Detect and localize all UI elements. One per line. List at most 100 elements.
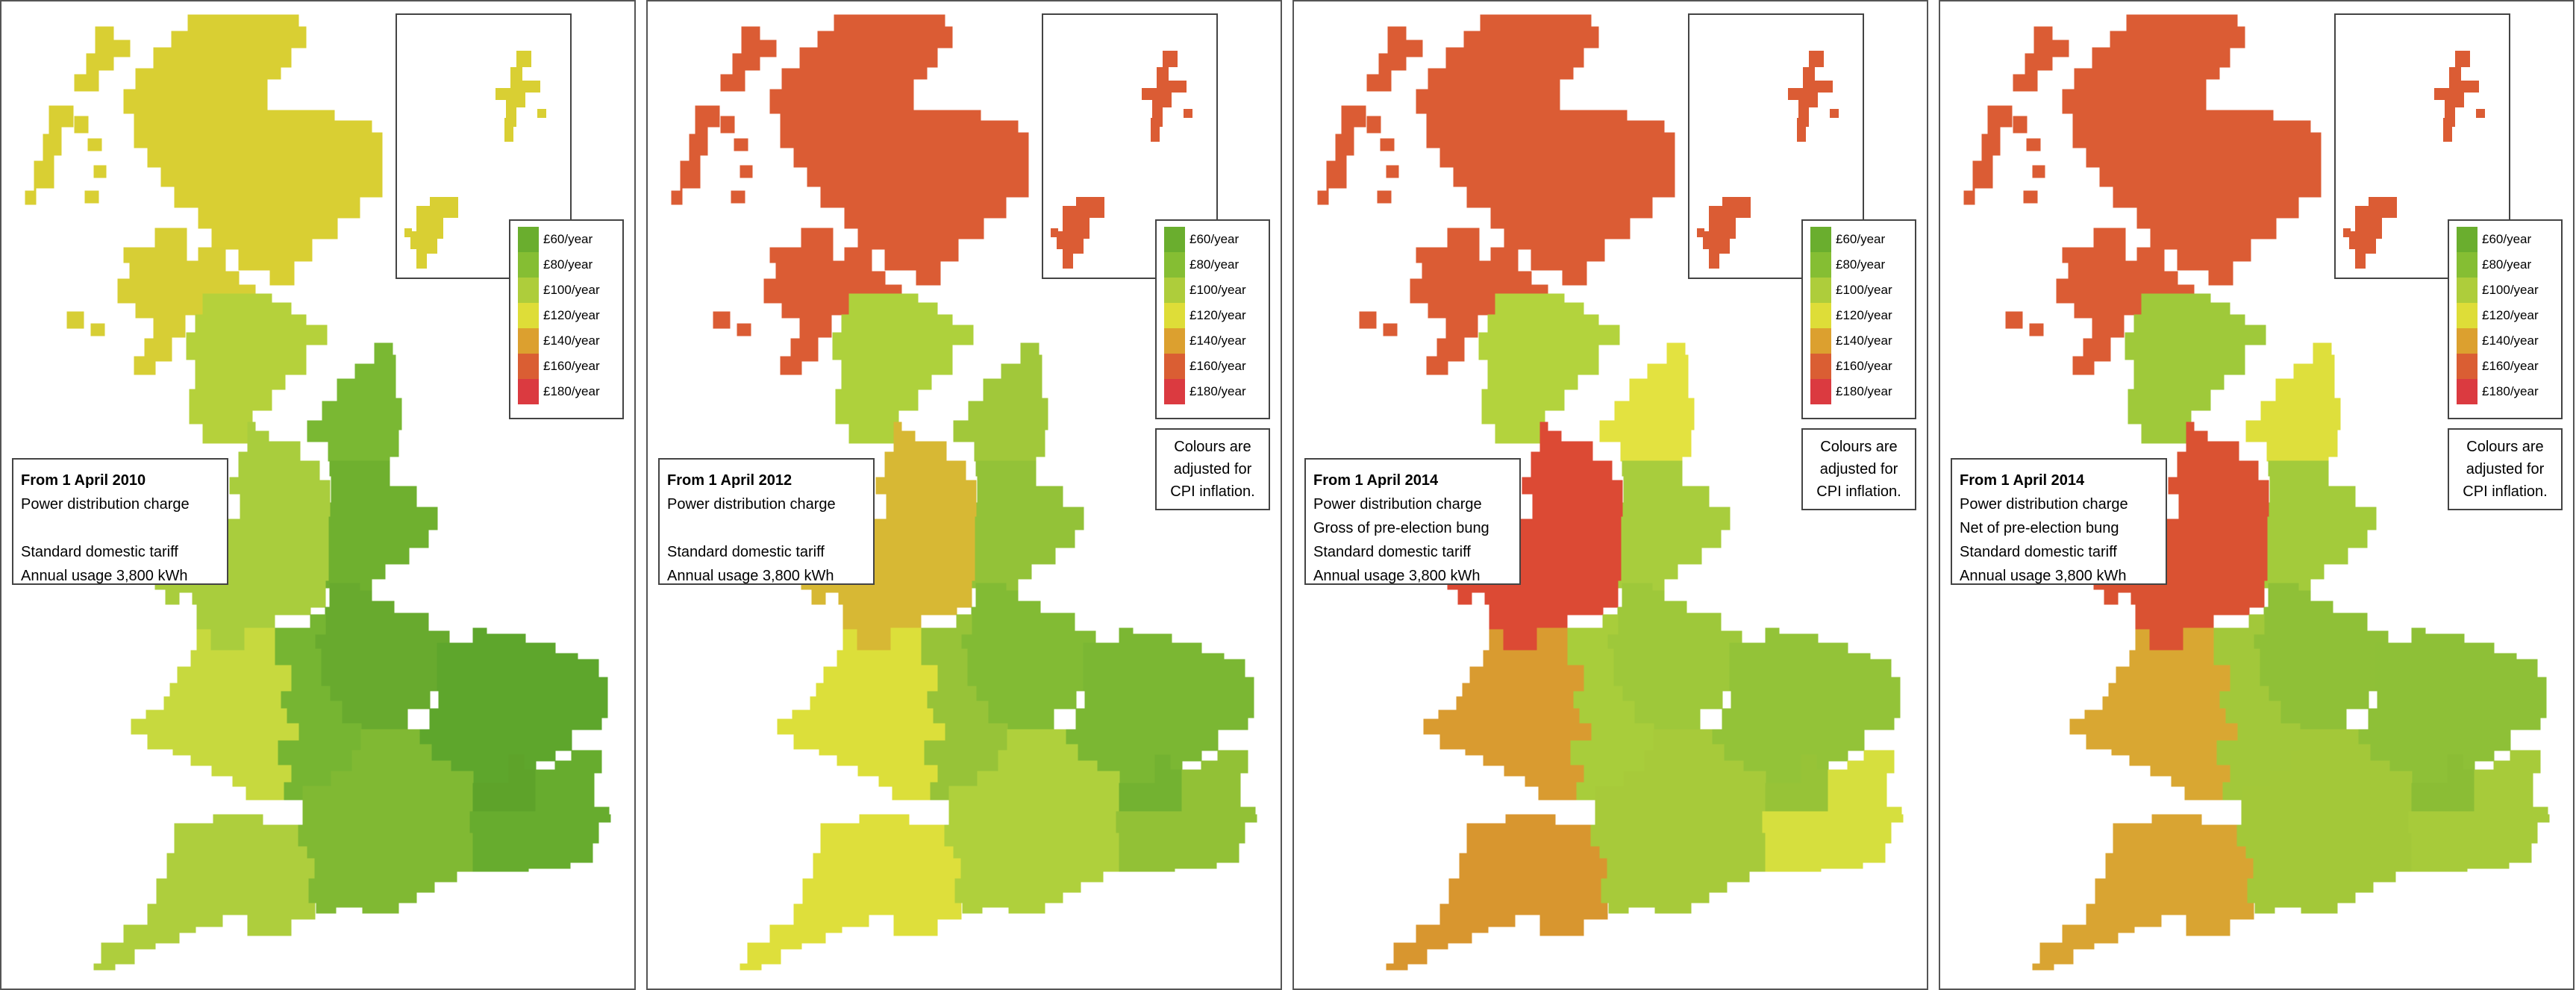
legend-label: £120/year bbox=[1836, 308, 1892, 322]
region-north-west bbox=[186, 293, 328, 444]
caption-line: Gross of pre-election bung bbox=[1313, 520, 1489, 536]
legend-item: £180/year bbox=[518, 379, 618, 404]
region-north-scotland-part-2 bbox=[1317, 105, 1366, 205]
region-south-wales bbox=[1423, 627, 1592, 801]
legend-label: £60/year bbox=[1189, 232, 1239, 246]
legend-item: £80/year bbox=[2457, 252, 2557, 278]
legend-label: £160/year bbox=[2482, 359, 2539, 373]
legend-swatch bbox=[518, 379, 539, 404]
region-north-scotland bbox=[123, 14, 383, 286]
island-shape-5 bbox=[2343, 228, 2351, 237]
legend-label: £160/year bbox=[1189, 359, 1246, 373]
legend-item: £180/year bbox=[1164, 379, 1264, 404]
region-southern bbox=[2236, 729, 2413, 914]
caption-line: Standard domestic tariff bbox=[1960, 544, 2117, 560]
region-yorkshire bbox=[2254, 460, 2377, 602]
legend-label: £180/year bbox=[2482, 384, 2539, 398]
region-yorkshire bbox=[316, 460, 438, 602]
legend-item: £160/year bbox=[2457, 354, 2557, 379]
cpi-note: Colours are adjusted for CPI inflation. bbox=[1801, 428, 1916, 510]
island-shape-4 bbox=[2349, 197, 2397, 269]
legend-swatch bbox=[2457, 354, 2477, 379]
legend-item: £100/year bbox=[1810, 278, 1910, 303]
region-north-scotland bbox=[2062, 14, 2322, 286]
cpi-note-line: CPI inflation. bbox=[1170, 483, 1255, 500]
legend-item: £60/year bbox=[1164, 227, 1264, 252]
region-north-scotland-part-4 bbox=[1380, 138, 1395, 151]
caption-line: Standard domestic tariff bbox=[667, 544, 825, 560]
legend-label: £120/year bbox=[1189, 308, 1246, 322]
legend-item: £120/year bbox=[518, 303, 618, 328]
region-south-scotland-part-1 bbox=[713, 311, 731, 329]
region-south-scotland-part-2 bbox=[1383, 323, 1398, 336]
region-north-scotland-part-1 bbox=[720, 26, 777, 92]
region-south-scotland-part-2 bbox=[737, 323, 751, 336]
caption-title: From 1 April 2014 bbox=[1960, 472, 2085, 489]
legend-item: £120/year bbox=[2457, 303, 2557, 328]
region-south-wales bbox=[131, 627, 299, 801]
region-north-east bbox=[2245, 342, 2341, 469]
island-shape-5 bbox=[404, 228, 412, 237]
legend-swatch bbox=[2457, 328, 2477, 354]
cpi-note: Colours are adjusted for CPI inflation. bbox=[1155, 428, 1270, 510]
legend-label: £180/year bbox=[543, 384, 600, 398]
legend-swatch bbox=[1164, 354, 1185, 379]
cpi-note-line: CPI inflation. bbox=[1816, 483, 1901, 500]
cpi-note-line: Colours are bbox=[2466, 439, 2544, 455]
legend-label: £140/year bbox=[543, 333, 600, 348]
region-north-west bbox=[832, 293, 974, 444]
legend-swatch bbox=[2457, 278, 2477, 303]
cpi-note-line: adjusted for bbox=[2466, 461, 2545, 477]
island-shape-2 bbox=[1142, 88, 1152, 100]
uk-map bbox=[25, 14, 611, 971]
color-legend: £60/year £80/year £100/year £120/year £140/y… bbox=[2448, 219, 2563, 419]
region-south-scotland-part-1 bbox=[1359, 311, 1377, 329]
caption-line: Power distribution charge bbox=[1313, 496, 1482, 513]
legend-swatch bbox=[1810, 278, 1831, 303]
region-north-scotland-part-3 bbox=[1366, 116, 1381, 134]
map-caption: From 1 April 2014 Power distribution char… bbox=[1304, 458, 1521, 585]
cpi-note: Colours are adjusted for CPI inflation. bbox=[2448, 428, 2563, 510]
legend-item: £160/year bbox=[1810, 354, 1910, 379]
caption-line: Net of pre-election bung bbox=[1960, 520, 2119, 536]
legend-label: £180/year bbox=[1189, 384, 1246, 398]
caption-line: Standard domestic tariff bbox=[1313, 544, 1471, 560]
region-north-scotland bbox=[769, 14, 1029, 286]
uk-map bbox=[671, 14, 1257, 971]
legend-label: £60/year bbox=[1836, 232, 1886, 246]
island-shape-0 bbox=[1798, 51, 1833, 101]
islands-map bbox=[1051, 51, 1192, 269]
island-shape-0 bbox=[2445, 51, 2479, 101]
legend-swatch bbox=[1164, 328, 1185, 354]
region-north-scotland-part-2 bbox=[671, 105, 720, 205]
legend-label: £100/year bbox=[1189, 283, 1246, 297]
legend-item: £100/year bbox=[518, 278, 618, 303]
island-shape-2 bbox=[2434, 88, 2445, 100]
legend-label: £100/year bbox=[1836, 283, 1892, 297]
region-north-west bbox=[2125, 293, 2266, 444]
island-shape-2 bbox=[1788, 88, 1798, 100]
region-north-west bbox=[1478, 293, 1620, 444]
legend-item: £80/year bbox=[518, 252, 618, 278]
region-south-wales bbox=[777, 627, 945, 801]
legend-item: £60/year bbox=[2457, 227, 2557, 252]
map-caption: From 1 April 2012 Power distribution char… bbox=[658, 458, 875, 585]
region-north-scotland-part-5 bbox=[2032, 165, 2045, 178]
region-north-scotland-part-1 bbox=[74, 26, 131, 92]
island-shape-0 bbox=[1152, 51, 1187, 101]
island-shape-4 bbox=[1703, 197, 1751, 269]
caption-line: Annual usage 3,800 kWh bbox=[667, 568, 834, 584]
island-shape-0 bbox=[506, 51, 540, 101]
region-south-scotland bbox=[117, 228, 256, 375]
region-south-west bbox=[2032, 814, 2254, 971]
islands-map bbox=[404, 51, 546, 269]
legend-swatch bbox=[518, 227, 539, 252]
region-south-scotland-part-2 bbox=[90, 323, 105, 336]
region-south-scotland-part-2 bbox=[2029, 323, 2044, 336]
map-panel-2014-gross: £60/year £80/year £100/year £120/year £140/y… bbox=[1292, 0, 1928, 990]
legend-item: £140/year bbox=[1810, 328, 1910, 354]
islands-map bbox=[1697, 51, 1839, 269]
region-north-scotland-part-6 bbox=[84, 190, 99, 204]
region-south-west bbox=[93, 814, 316, 971]
caption-line: Annual usage 3,800 kWh bbox=[1960, 568, 2127, 584]
